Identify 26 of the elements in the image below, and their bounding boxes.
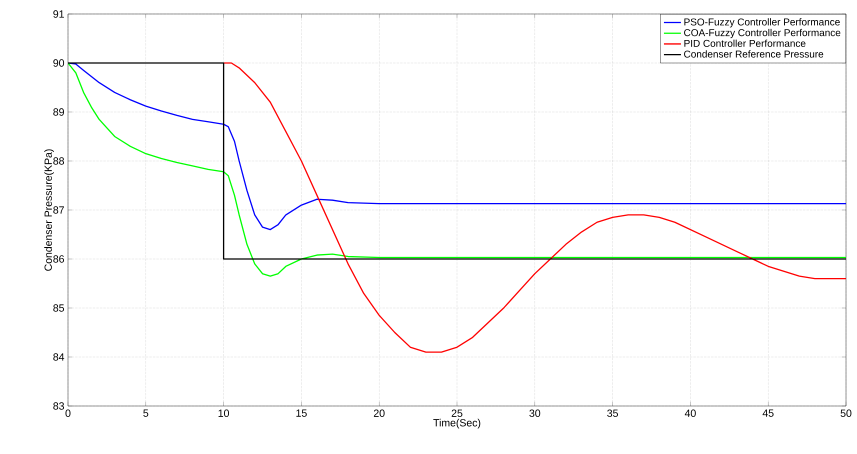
x-tick-label: 5 (143, 410, 148, 417)
legend-label: COA-Fuzzy Controller Performance (684, 28, 840, 38)
x-tick-label: 0 (66, 410, 70, 417)
legend-label: Condenser Reference Pressure (684, 50, 824, 58)
y-tick-label: 86 (53, 255, 64, 263)
x-tick-label: 30 (529, 410, 540, 417)
x-tick-label: 45 (762, 410, 774, 417)
y-tick-label: 85 (53, 304, 64, 312)
y-axis-title: Condenser Pressure(KPa) (44, 149, 54, 271)
y-tick-label: 88 (53, 157, 64, 165)
x-tick-label: 25 (452, 410, 462, 417)
y-tick-label: 83 (53, 402, 64, 410)
x-tick-label: 20 (374, 410, 385, 417)
y-tick-label: 90 (53, 59, 64, 67)
y-tick-label: 87 (53, 206, 64, 214)
x-tick-label: 15 (296, 410, 307, 417)
x-axis-title: Time(Sec) (433, 418, 480, 429)
legend-label: PID Controller Performance (684, 40, 806, 47)
x-tick-label: 50 (840, 410, 852, 417)
x-tick-label: 10 (218, 410, 230, 417)
y-tick-label: 89 (53, 108, 64, 116)
y-tick-label: 91 (53, 10, 64, 18)
x-tick-label: 40 (684, 410, 696, 417)
y-tick-label: 84 (53, 353, 64, 361)
x-tick-label: 35 (607, 410, 618, 417)
legend-label: PSO-Fuzzy Controller Performance (684, 18, 840, 28)
